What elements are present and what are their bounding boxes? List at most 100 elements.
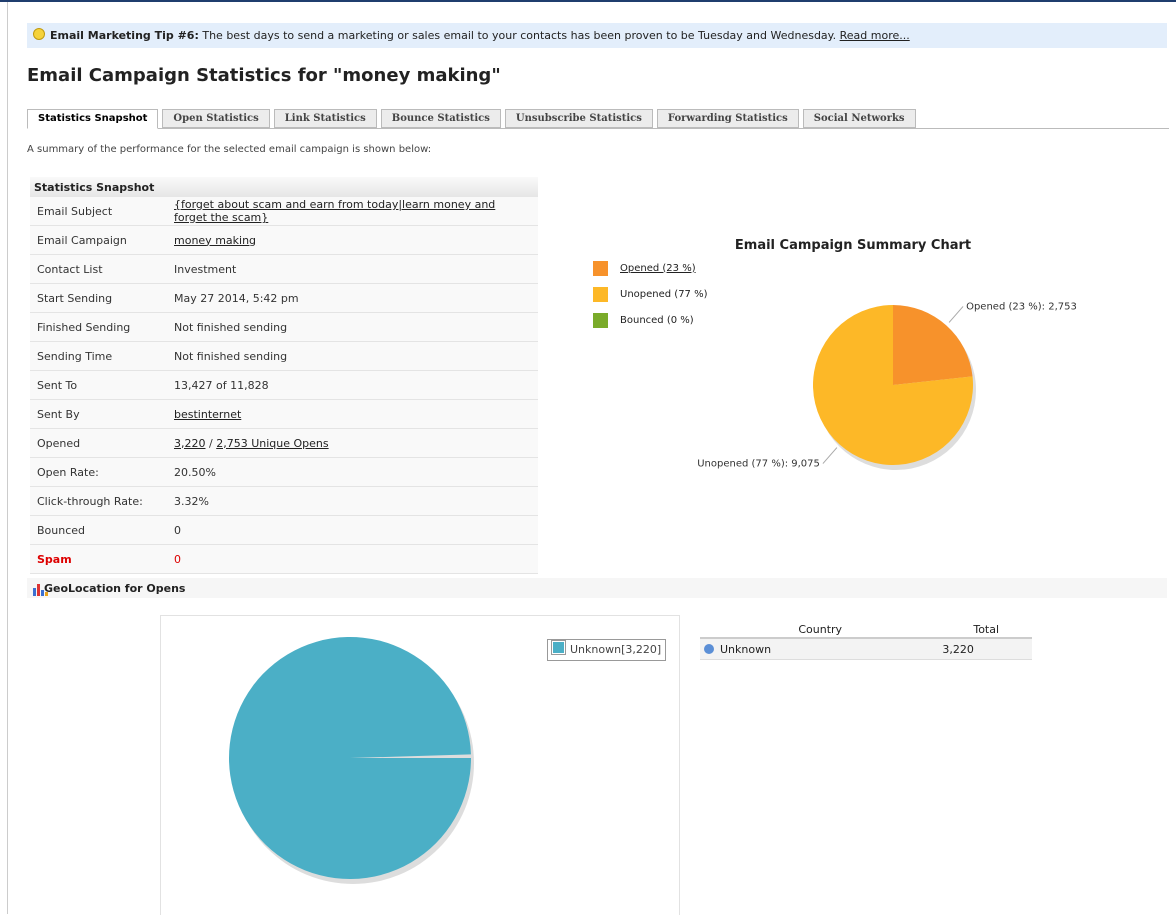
value-link[interactable]: bestinternet [174,407,242,421]
legend-entry: Opened (23 %) [593,255,708,281]
tab[interactable]: Statistics Snapshot [27,109,159,129]
help-icon [704,643,714,654]
geo-table: Country Total Unknown 3,220 [700,621,1032,660]
bulb-icon [33,28,45,40]
geo-title: GeoLocation for Opens [44,582,186,595]
slice-label: Opened (23 %): 2,753 [966,301,1077,312]
value-text: Investment [174,262,237,276]
pie-shadow [816,310,976,470]
row-label: Bounced [30,515,167,545]
stats-row: Open Rate: 20.50% [30,457,538,487]
column-header: Total [940,621,1032,639]
value-link[interactable]: 3,220 [174,436,206,450]
row-value: 13,427 of 11,828 [167,370,538,400]
legend-swatch [593,286,608,302]
value-text: 3.32% [174,494,209,508]
description: A summary of the performance for the sel… [27,144,432,155]
row-value: Investment [167,254,538,284]
geo-legend: Unknown[3,220] [547,639,667,661]
geo-cell: 3,220 [940,638,1032,660]
value-text: Not finished sending [174,349,288,363]
legend-swatch [593,260,608,276]
row-value: 0 [167,515,538,545]
tab[interactable]: Open Statistics [162,109,270,128]
tabs: Statistics Snapshot Open Statistics Link S… [27,109,1169,129]
stats-row: Contact List Investment [30,254,538,284]
row-label: Finished Sending [30,312,167,342]
legend-entry: Bounced (0 %) [593,307,708,333]
tab[interactable]: Forwarding Statistics [656,109,799,128]
stats-row: Opened 3,220 / 2,753 Unique Opens [30,428,538,458]
row-value: Not finished sending [167,341,538,371]
column-header: Country [700,621,941,639]
geo-chart-frame [160,615,680,915]
value-text: 13,427 of 11,828 [174,378,269,392]
row-value: Not finished sending [167,312,538,342]
top-border [0,0,1176,2]
row-value: bestinternet [167,399,538,429]
row-value: 0 [167,544,538,574]
row-label: Open Rate: [30,457,167,487]
cell-text: Unknown [720,642,772,656]
summary-legend: Opened (23 %) Unopened (77 %) Bounced (0 %… [593,255,708,333]
legend-swatch [593,312,608,328]
row-label: Start Sending [30,283,167,313]
stats-row: Sent To 13,427 of 11,828 [30,370,538,400]
value-text: 20.50% [174,465,216,479]
pie-slice [893,305,973,385]
stats-row: Sent By bestinternet [30,399,538,429]
geo-cell: Unknown [700,638,941,660]
tip-bar: Email Marketing Tip #6: The best days to… [27,23,1167,48]
left-border [7,2,8,914]
legend-swatch [551,640,566,655]
geo-header: GeoLocation for Opens [27,578,1167,598]
tip-text: The best days to send a marketing or sal… [202,29,837,42]
legend-label: Unopened (77 %) [620,288,708,300]
value-link[interactable]: money making [174,233,257,247]
slice-label: Unopened (77 %): 9,075 [697,459,820,470]
legend-label: Bounced (0 %) [620,314,694,326]
legend-label: Unknown[3,220] [570,643,662,656]
tab[interactable]: Social Networks [802,109,916,128]
value-link[interactable]: {forget about scam and earn from today|l… [174,198,496,224]
row-label: Sent To [30,370,167,400]
summary-chart-title: Email Campaign Summary Chart [734,238,972,253]
geo-row: Unknown 3,220 [700,638,1032,660]
row-label: Spam [30,544,167,574]
stats-title: Statistics Snapshot [30,177,538,197]
value-link[interactable]: 2,753 Unique Opens [216,436,329,450]
read-more[interactable]: Read more... [839,29,910,42]
leader-line [822,447,838,464]
stats-row: Sending Time Not finished sending [30,341,538,371]
row-value: money making [167,225,538,255]
tab[interactable]: Bounce Statistics [380,109,501,128]
row-label: Sending Time [30,341,167,371]
tip-title: Email Marketing Tip #6: [50,29,199,42]
stats-row: Finished Sending Not finished sending [30,312,538,342]
stats-row: Click-through Rate: 3.32% [30,486,538,516]
legend-label[interactable]: Opened (23 %) [620,262,696,274]
value-text: May 27 2014, 5:42 pm [174,291,299,305]
row-value: 3.32% [167,486,538,516]
pie-slice [812,305,973,465]
row-value: 20.50% [167,457,538,487]
legend-entry: Unopened (77 %) [593,281,708,307]
stats-row: Email Subject {forget about scam and earn… [30,197,538,226]
row-label: Opened [30,428,167,458]
tab[interactable]: Link Statistics [273,109,377,128]
row-label: Email Subject [30,197,167,226]
separator: / [209,436,213,450]
value-text: 0 [174,523,181,537]
row-value: 3,220 / 2,753 Unique Opens [167,428,538,458]
row-label: Email Campaign [30,225,167,255]
row-label: Contact List [30,254,167,284]
stats-row: Email Campaign money making [30,225,538,255]
page-title: Email Campaign Statistics for "money mak… [27,65,501,86]
leader-line [948,306,964,323]
stats-row: Spam 0 [30,544,538,574]
row-value: {forget about scam and earn from today|l… [167,197,538,226]
tab[interactable]: Unsubscribe Statistics [504,109,653,128]
row-label: Sent By [30,399,167,429]
cell-text: 3,220 [942,642,974,656]
